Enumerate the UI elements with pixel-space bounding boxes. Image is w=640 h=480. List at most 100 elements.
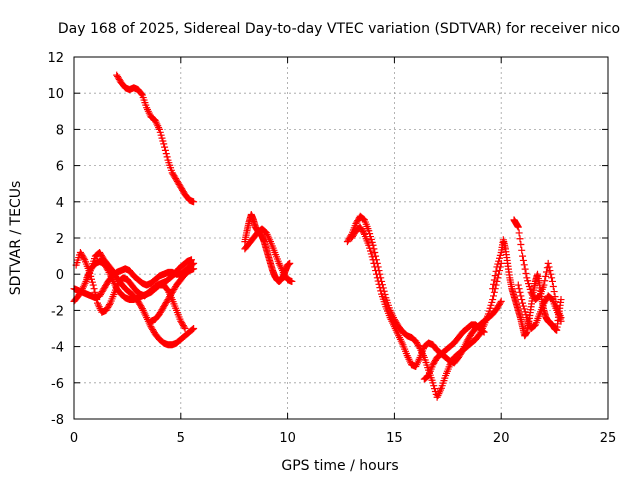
series-arc-e bbox=[147, 265, 198, 325]
data-point bbox=[190, 265, 198, 273]
y-tick-label: 2 bbox=[56, 232, 64, 247]
y-axis-label: SDTVAR / TECUs bbox=[8, 181, 24, 296]
data-point bbox=[545, 263, 553, 271]
data-point bbox=[369, 256, 377, 264]
data-point bbox=[492, 267, 500, 275]
series-arc-m bbox=[514, 281, 565, 332]
data-point bbox=[542, 272, 550, 280]
data-point bbox=[377, 287, 385, 295]
data-point bbox=[161, 146, 169, 154]
x-axis-label: GPS time / hours bbox=[281, 458, 398, 474]
data-point bbox=[518, 296, 526, 304]
x-tick-label: 0 bbox=[70, 431, 78, 446]
data-point bbox=[375, 280, 383, 288]
y-tick-label: -4 bbox=[51, 341, 64, 356]
data-point bbox=[534, 293, 542, 301]
x-tick-label: 10 bbox=[279, 431, 296, 446]
data-point bbox=[181, 325, 189, 332]
data-point bbox=[163, 153, 171, 161]
data-point bbox=[557, 296, 565, 304]
data-point bbox=[549, 283, 557, 291]
y-tick-label: -2 bbox=[51, 304, 64, 319]
data-point bbox=[519, 256, 527, 264]
data-point bbox=[90, 285, 98, 293]
data-point bbox=[495, 267, 503, 275]
data-point bbox=[89, 281, 97, 289]
data-point bbox=[547, 294, 555, 302]
data-point bbox=[103, 265, 111, 273]
data-point bbox=[92, 292, 100, 300]
y-tick-label: 6 bbox=[56, 160, 64, 175]
data-point bbox=[105, 301, 113, 309]
data-point bbox=[458, 348, 466, 356]
data-point bbox=[544, 259, 552, 267]
x-tick-label: 15 bbox=[386, 431, 403, 446]
data-point bbox=[479, 327, 487, 335]
y-tick-label: -8 bbox=[51, 413, 64, 428]
data-point bbox=[190, 198, 198, 206]
data-point bbox=[548, 277, 556, 285]
data-point bbox=[496, 299, 504, 307]
data-point bbox=[370, 259, 378, 267]
data-point bbox=[423, 373, 431, 381]
series-arc-high bbox=[113, 71, 198, 206]
x-tick-label: 25 bbox=[600, 431, 617, 446]
data-point bbox=[515, 285, 523, 293]
data-point bbox=[521, 265, 529, 273]
data-point bbox=[373, 274, 381, 282]
data-point bbox=[93, 296, 101, 304]
data-point bbox=[371, 248, 379, 256]
data-point bbox=[540, 281, 548, 289]
series-arc-i bbox=[348, 223, 505, 371]
x-tick-label: 5 bbox=[177, 431, 185, 446]
data-point bbox=[161, 143, 169, 151]
data-point bbox=[480, 328, 488, 336]
data-point bbox=[489, 285, 497, 293]
data-point bbox=[360, 229, 368, 237]
data-point bbox=[187, 256, 195, 264]
y-tick-label: -6 bbox=[51, 377, 64, 392]
data-point bbox=[359, 214, 367, 222]
y-tick-label: 0 bbox=[56, 268, 64, 283]
data-point bbox=[518, 246, 526, 254]
chart-title: Day 168 of 2025, Sidereal Day-to-day VTE… bbox=[58, 21, 620, 37]
data-point bbox=[160, 140, 168, 148]
data-point bbox=[372, 252, 380, 260]
data-point bbox=[137, 90, 145, 98]
data-point bbox=[541, 277, 549, 285]
data-point bbox=[78, 286, 86, 294]
data-point bbox=[517, 292, 525, 300]
data-point bbox=[491, 272, 499, 280]
data-point bbox=[548, 274, 556, 282]
data-point bbox=[91, 288, 99, 296]
data-point bbox=[137, 303, 145, 311]
data-point bbox=[497, 297, 505, 305]
y-tick-label: 12 bbox=[47, 51, 64, 66]
series-arc-l bbox=[510, 216, 565, 322]
data-point bbox=[542, 268, 550, 276]
data-point bbox=[517, 241, 525, 249]
y-tick-label: 10 bbox=[47, 87, 64, 102]
data-layer bbox=[70, 71, 565, 401]
data-point bbox=[80, 254, 88, 262]
data-point bbox=[188, 326, 196, 334]
data-point bbox=[286, 259, 294, 267]
data-point bbox=[490, 280, 498, 288]
x-tick-label: 20 bbox=[493, 431, 510, 446]
data-point bbox=[514, 281, 522, 289]
series-arc-g bbox=[241, 225, 296, 285]
grid bbox=[74, 57, 608, 419]
data-point bbox=[189, 325, 197, 333]
data-point bbox=[372, 270, 380, 278]
data-point bbox=[557, 317, 565, 325]
data-point bbox=[162, 150, 170, 158]
data-point bbox=[514, 223, 522, 231]
data-point bbox=[190, 325, 198, 332]
data-point bbox=[374, 277, 382, 285]
data-point bbox=[547, 270, 555, 278]
data-point bbox=[519, 252, 527, 260]
data-point bbox=[180, 323, 188, 331]
data-point bbox=[288, 277, 296, 285]
data-point bbox=[522, 269, 530, 277]
